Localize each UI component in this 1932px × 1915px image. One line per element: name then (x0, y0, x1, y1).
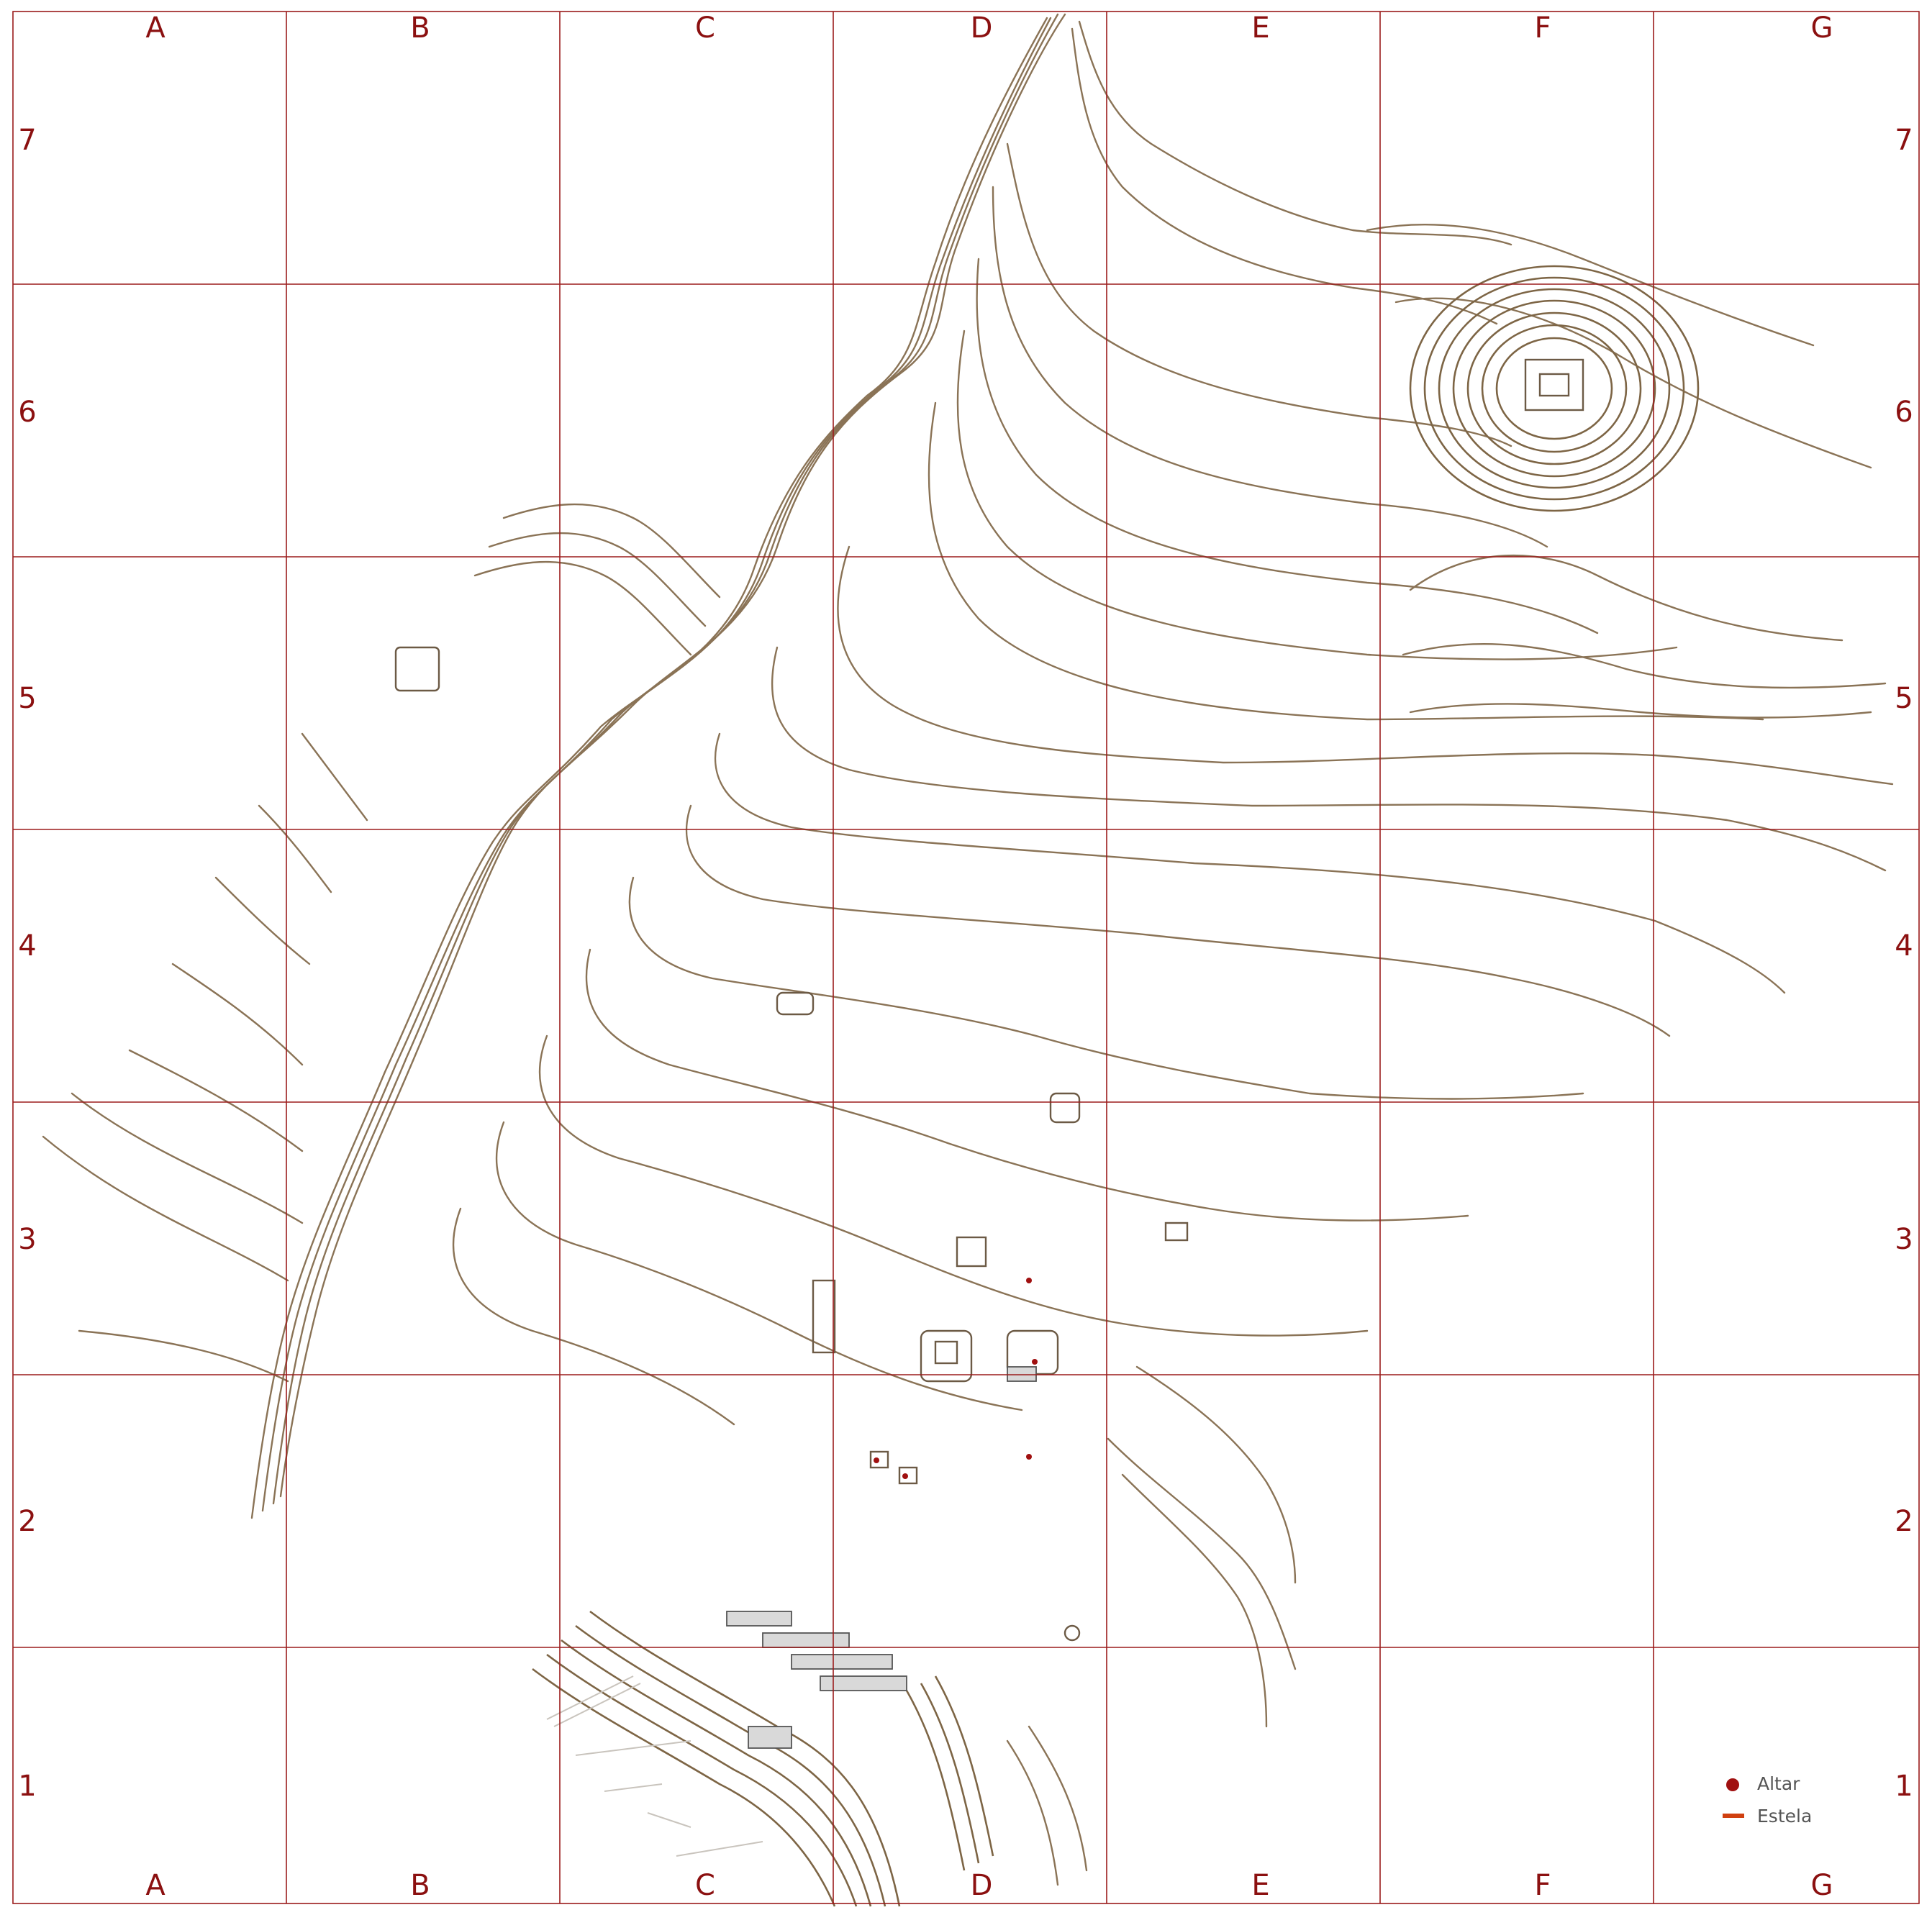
row-label-right-7: 7 (1895, 124, 1913, 157)
column-labels-top: A B C D E F G (145, 12, 1833, 45)
row-label-right-2: 2 (1895, 1505, 1913, 1538)
row-label-left-5: 5 (18, 682, 36, 715)
row-label-left-6: 6 (18, 396, 36, 429)
row-label-right-6: 6 (1895, 396, 1913, 429)
row-label-left-3: 3 (18, 1223, 36, 1256)
col-label-top-a: A (145, 12, 165, 45)
column-labels-bottom: A B C D E F G (145, 1869, 1833, 1902)
estela-legend-icon (1723, 1814, 1744, 1818)
col-label-bottom-d: D (971, 1869, 993, 1902)
row-label-right-4: 4 (1895, 929, 1913, 963)
col-label-top-f: F (1534, 12, 1551, 45)
col-label-top-c: C (695, 12, 715, 45)
altar-legend-icon (1726, 1778, 1739, 1791)
col-label-top-b: B (410, 12, 430, 45)
estela-legend-label: Estela (1757, 1806, 1812, 1827)
row-label-right-5: 5 (1895, 682, 1913, 715)
row-label-left-4: 4 (18, 929, 36, 963)
col-label-bottom-g: G (1811, 1869, 1833, 1902)
col-label-top-d: D (971, 12, 993, 45)
col-label-top-g: G (1811, 12, 1833, 45)
altar-legend-label: Altar (1757, 1773, 1800, 1794)
altar-marker (874, 1457, 879, 1463)
row-label-left-2: 2 (18, 1505, 36, 1538)
row-label-right-1: 1 (1895, 1770, 1913, 1803)
contour-lines (42, 13, 1894, 1907)
row-labels-left: 7 6 5 4 3 2 1 (18, 124, 36, 1803)
row-labels-right: 7 6 5 4 3 2 1 (1895, 124, 1913, 1803)
survey-lines (546, 1675, 763, 1857)
altar-markers (874, 1278, 1038, 1479)
structures (394, 358, 1584, 1749)
col-label-bottom-e: E (1251, 1869, 1269, 1902)
row-label-right-3: 3 (1895, 1223, 1913, 1256)
row-label-left-7: 7 (18, 124, 36, 157)
row-label-left-1: 1 (18, 1770, 36, 1803)
col-label-bottom-b: B (410, 1869, 430, 1902)
col-label-bottom-a: A (145, 1869, 165, 1902)
altar-marker (902, 1473, 908, 1479)
col-label-bottom-f: F (1534, 1869, 1551, 1902)
legend: Altar Estela (1723, 1773, 1812, 1827)
altar-marker (1026, 1278, 1032, 1283)
map-grid (12, 11, 1920, 1904)
col-label-bottom-c: C (695, 1869, 715, 1902)
col-label-top-e: E (1251, 12, 1269, 45)
altar-marker (1032, 1359, 1038, 1365)
altar-marker (1026, 1454, 1032, 1460)
